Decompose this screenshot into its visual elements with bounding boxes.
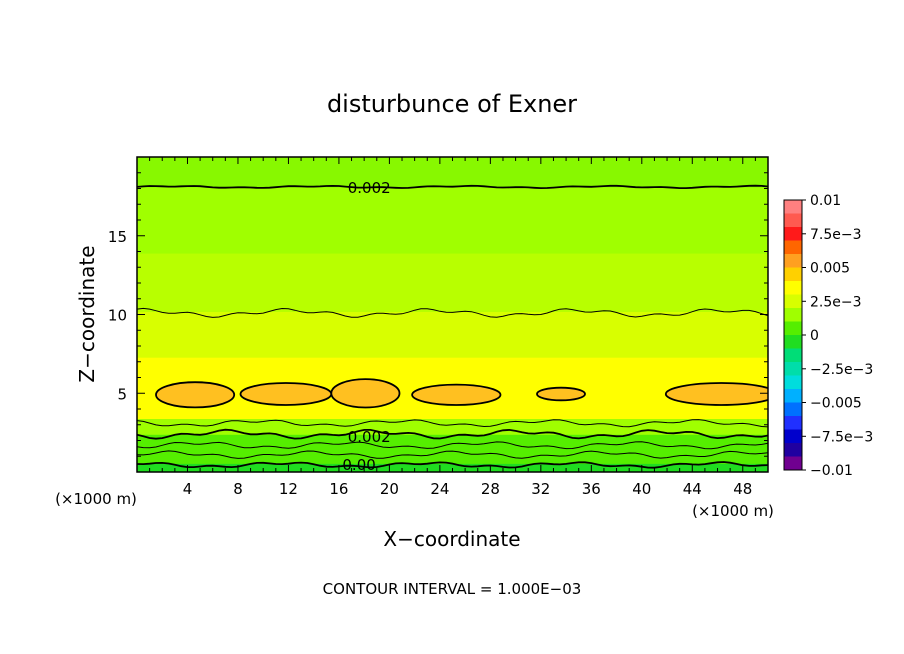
colorbar-swatch [784,456,802,471]
y-axis-label: Z−coordinate [75,245,99,382]
contour-line [137,461,768,469]
colorbar-label: −0.005 [810,396,862,412]
x-axis-label: X−coordinate [383,527,520,551]
contour-fill-bands [137,157,768,472]
contour-band [137,463,768,472]
x-tick-label: 16 [329,480,348,498]
colorbar-label: 0.01 [810,193,841,209]
colorbar-label: 7.5e−3 [810,227,862,243]
colorbar-label: −2.5e−3 [810,362,873,378]
x-tick-labels: 4 8 12 16 20 24 28 32 36 40 44 48 [183,480,753,498]
colorbar-swatch [784,321,802,336]
contour-band [137,186,768,254]
x-unit-right: (×1000 m) [692,502,774,520]
y-tick-label: 15 [108,228,127,246]
colorbar-swatch [784,429,802,444]
contour-line [137,419,768,428]
contour-band [137,157,768,188]
contour-line [137,307,768,318]
plot-area [137,157,768,472]
max-value-region [664,382,768,406]
contour-labels: 0.002 0.002 0.00 [342,179,391,474]
y-tick-labels: 5 10 15 [108,228,127,403]
colorbar-swatch [784,362,802,376]
colorbar-swatch [784,402,802,417]
contour-label: 0.002 [348,179,391,197]
contour-interval-note: CONTOUR INTERVAL = 1.000E−03 [323,580,582,598]
x-tick-label: 40 [632,480,651,498]
x-tick-label: 32 [531,480,550,498]
colorbar-label: −0.01 [810,463,853,479]
colorbar-swatch [784,227,802,241]
colorbar-swatch [784,375,802,390]
contour-band [137,311,768,358]
x-tick-label: 12 [279,480,298,498]
max-value-region [411,383,502,406]
colorbar-swatch [784,213,802,228]
max-value-blobs [155,378,768,409]
contour-lines [137,184,768,469]
contour-line [137,184,768,190]
x-unit-left: (×1000 m) [55,490,137,508]
x-tick-label: 36 [582,480,601,498]
contour-band [137,253,768,312]
max-value-region [536,386,586,402]
colorbar-labels: 0.01 7.5e−3 0.005 2.5e−3 0 −2.5e−3 −0.005 −7.5e… [802,193,873,479]
colorbar-swatch [784,416,802,430]
colorbar-swatch [784,335,802,349]
contour-label: 0.002 [348,428,391,446]
x-tick-label: 8 [233,480,243,498]
contour-line [137,428,768,440]
colorbar [783,199,803,471]
contour-line [137,441,768,450]
colorbar-swatch [784,389,802,403]
colorbar-swatch [784,200,802,214]
colorbar-label: −7.5e−3 [810,429,873,445]
colorbar-label: 0.005 [810,261,850,277]
chart-title: disturbunce of Exner [327,90,577,118]
colorbar-swatch [784,308,802,322]
colorbar-swatch [784,254,802,268]
colorbar-label: 0 [810,328,819,344]
max-value-region [330,378,401,409]
axis-ticks [137,157,768,472]
x-tick-label: 20 [380,480,399,498]
x-tick-label: 44 [683,480,702,498]
y-tick-label: 10 [108,307,127,325]
x-tick-label: 24 [430,480,449,498]
colorbar-swatch [784,281,802,295]
colorbar-swatch [784,294,802,309]
colorbar-label: 2.5e−3 [810,294,862,310]
max-value-region [155,381,236,409]
colorbar-swatch [784,443,802,457]
x-tick-label: 48 [733,480,752,498]
contour-label: 0.00 [342,456,375,474]
colorbar-swatch [784,240,802,255]
colorbar-swatch [784,267,802,282]
y-tick-label: 5 [117,385,127,403]
x-tick-label: 4 [183,480,193,498]
contour-band [137,418,768,435]
colorbar-swatch [784,348,802,363]
contour-line [137,450,768,459]
x-tick-label: 28 [481,480,500,498]
max-value-region [239,382,333,406]
